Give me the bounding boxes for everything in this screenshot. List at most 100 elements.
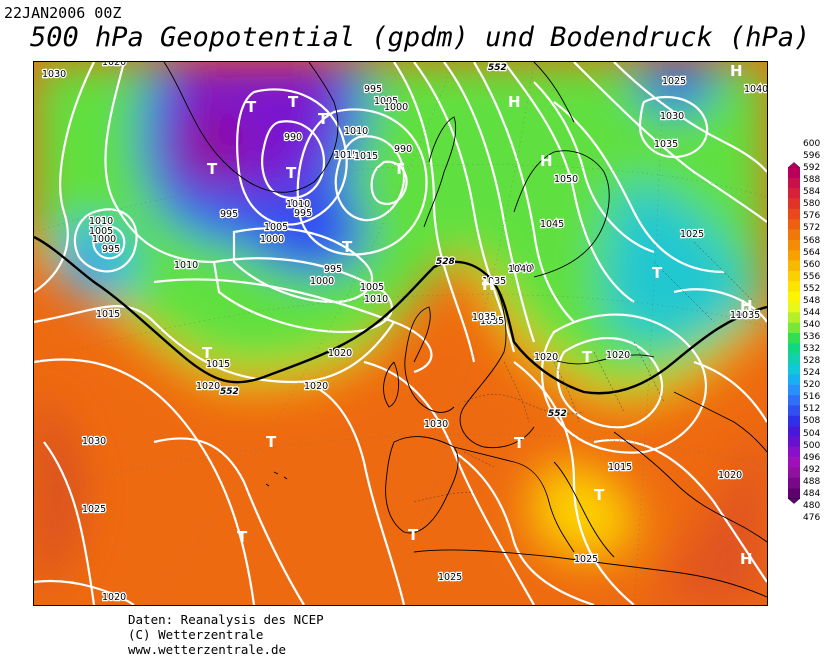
legend-value: 564 [803,247,821,258]
isobar-label: 1025 [438,572,462,583]
legend-value: 512 [803,404,821,415]
coastlines [163,62,767,598]
isobar-label: 1020 [304,381,328,392]
legend-swatch [788,229,800,241]
legend-swatch [788,167,800,179]
isobar-label: 1030 [424,419,448,430]
isobar-label: 1040 [730,310,754,321]
height-contour-label: 552 [220,387,239,397]
low-pressure-marker: T [318,110,329,128]
legend-value: 544 [803,307,821,318]
legend-value: 540 [803,319,821,330]
high-pressure-marker: H [730,62,743,80]
isobar-label: 1015 [608,462,632,473]
datestamp: 22JAN2006 00Z [4,4,122,22]
legend-swatch [788,250,800,261]
legend-value: 496 [803,452,821,463]
legend-value: 568 [803,235,821,246]
low-pressure-marker: T [594,486,605,504]
pressure-label-layer: 1030102010051010100099599010151000995101… [41,62,767,604]
legend-swatch [788,364,800,375]
isobar-label: 1040 [744,84,767,95]
legend-swatch [788,208,800,220]
high-pressure-marker: H [740,550,753,568]
legend-swatch [788,457,800,468]
legend-value: 476 [803,512,821,523]
isobar-label: 1015 [96,309,120,320]
legend-value: 580 [803,199,821,210]
legend-value: 488 [803,476,821,487]
legend-value: 552 [803,283,821,294]
height-label-layer: 552 552 528 552 [219,62,568,420]
legend-swatch [788,415,800,427]
height-contour-label: 552 [548,409,567,419]
legend-swatch [788,477,800,489]
low-pressure-marker: T [246,98,257,116]
isobar-label: 1025 [680,229,704,240]
graticule [34,62,767,605]
low-pressure-marker: T [394,160,405,178]
legend-value: 592 [803,163,821,174]
country-borders [413,241,755,503]
legend-swatch [788,467,800,479]
isobar-label: 1000 [286,199,310,210]
isobar-label: 1035 [736,310,760,321]
isobar-label: 1025 [82,504,106,515]
isobar-label: 1030 [660,111,684,122]
legend-labels: 600 596 592 588 584 580 576 572 568 564 560 556 552 5… [803,138,820,524]
legend-value: 584 [803,187,821,198]
legend-value: 596 [803,151,821,162]
low-pressure-marker: T [237,528,248,546]
isobar-label: 1030 [42,69,66,80]
weather-map[interactable]: 1030 1020 1005 1010 1000 995 990 1015 1000 995 101… [33,61,768,606]
legend-value: 576 [803,211,821,222]
legend-value: 588 [803,175,821,186]
isobar-label: 995 [364,84,382,95]
high-pressure-marker: H [508,93,521,111]
legend-value: 532 [803,344,821,355]
color-legend: 600 596 592 588 584 580 576 572 568 564 560 556 552 5… [786,134,833,532]
isobar-label: 1010 [344,126,368,137]
legend-top-arrow [788,162,800,168]
isobar-label: 1040 [510,263,534,274]
low-pressure-marker: T [286,164,297,182]
legend-swatch [788,374,800,385]
low-pressure-marker: T [652,264,663,282]
legend-value: 520 [803,380,821,391]
legend-swatch [788,239,800,251]
legend-swatch [788,353,800,365]
isobar-label: 1020 [606,350,630,361]
isobar-label: 995 [294,208,312,219]
legend-swatch [788,405,800,416]
legend-swatch [788,333,800,344]
credits-website[interactable]: www.wetterzentrale.de [128,642,287,657]
isobar-label: 1010 [174,260,198,271]
isobar-label: 1030 [82,436,106,447]
height-contour-label: 552 [488,63,507,73]
isobar-label: 1025 [662,76,686,87]
legend-swatch [788,395,800,406]
chart-title: 500 hPa Geopotential (gpdm) und Bodendru… [30,22,811,53]
low-pressure-marker: T [514,434,525,452]
552-height-contour [34,235,767,395]
legend-swatch [788,384,800,396]
legend-swatch [788,219,800,230]
credits: Daten: Reanalysis des NCEP (C) Wetterzen… [128,612,324,657]
isobar-label: 1020 [196,381,220,392]
isobar-label: 1000 [384,102,408,113]
legend-value: 572 [803,223,821,234]
high-pressure-marker: H [482,276,495,294]
isobar-label: 1000 [92,234,116,245]
isobar-label: 990 [284,132,302,143]
legend-swatch [788,301,800,313]
legend-value: 492 [803,464,821,475]
isobar-label: 1020 [718,470,742,481]
legend-value: 548 [803,295,821,306]
geopotential-fill [34,62,767,605]
credits-data-source: Daten: Reanalysis des NCEP [128,612,324,627]
isobar-label: 1000 [310,276,334,287]
isobar-label: 1015 [354,151,378,162]
height-contour-label: 528 [436,257,455,267]
legend-swatch [788,260,800,272]
isobar-label: 1000 [260,234,284,245]
